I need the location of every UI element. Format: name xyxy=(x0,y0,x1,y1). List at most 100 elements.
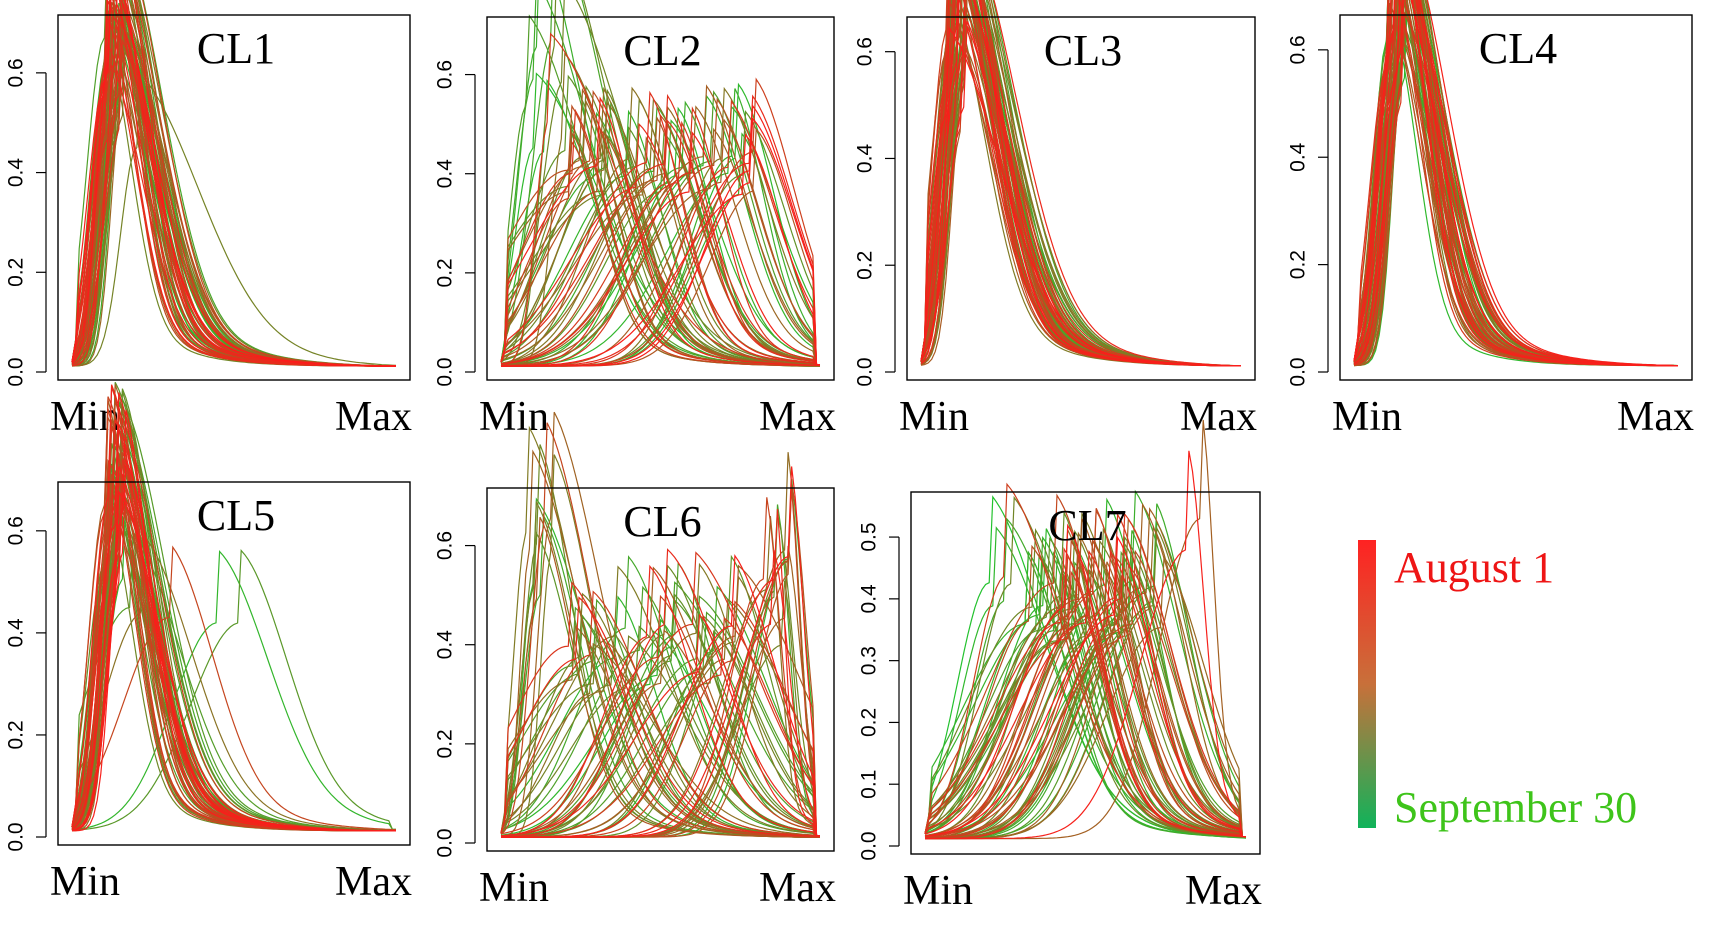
y-tick-label: 0.0 xyxy=(1287,357,1310,386)
legend-top-label: August 1 xyxy=(1394,543,1554,592)
x-label-min: Min xyxy=(903,868,973,914)
series-line xyxy=(500,565,820,837)
series-group xyxy=(920,0,1241,367)
series-line xyxy=(500,564,820,837)
panel-title: CL1 xyxy=(197,24,275,73)
panel-title: CL4 xyxy=(1479,24,1557,73)
panel-cl3: 0.0 0.2 0.4 0.6 CL3 Min Max xyxy=(854,0,1257,440)
series-line xyxy=(500,106,820,367)
series-line xyxy=(500,562,820,838)
series-line xyxy=(500,594,820,837)
series-line xyxy=(71,549,396,831)
series-line xyxy=(500,136,820,366)
series-line xyxy=(924,535,1246,838)
series-line xyxy=(500,613,820,837)
x-label-min: Min xyxy=(899,394,969,440)
series-line xyxy=(71,460,396,832)
series-line xyxy=(924,549,1246,838)
series-line xyxy=(924,570,1246,838)
y-tick-label: 0.0 xyxy=(5,822,28,851)
series-line xyxy=(500,127,820,366)
y-tick-label: 0.1 xyxy=(858,770,881,799)
x-label-max: Max xyxy=(759,394,836,440)
x-label-max: Max xyxy=(1180,394,1257,440)
series-line xyxy=(500,90,820,366)
series-line xyxy=(924,508,1246,838)
series-line xyxy=(500,561,820,838)
series-line xyxy=(72,409,396,832)
y-tick-label: 0.6 xyxy=(854,37,877,66)
series-line xyxy=(501,616,820,838)
panel-title: CL5 xyxy=(197,491,275,540)
plot-frame xyxy=(906,16,1256,381)
series-line xyxy=(71,59,396,367)
plot-frame xyxy=(1339,14,1693,381)
panel-cl7: 0.0 0.1 0.2 0.3 0.4 0.5 CL7 Min Max xyxy=(858,419,1262,914)
series-line xyxy=(500,642,820,837)
series-line xyxy=(924,527,1247,838)
series-line xyxy=(71,72,397,367)
plot-frame xyxy=(910,491,1261,855)
x-label-max: Max xyxy=(335,859,412,905)
date-legend: August 1 September 30 xyxy=(1358,540,1637,832)
y-tick-label: 0.0 xyxy=(434,828,457,857)
series-line xyxy=(500,595,820,837)
series-line xyxy=(500,516,820,838)
series-line xyxy=(500,422,820,838)
y-tick-label: 0.4 xyxy=(434,159,457,189)
series-line xyxy=(500,97,820,367)
series-line xyxy=(71,408,396,832)
x-label-max: Max xyxy=(759,865,836,911)
series-line xyxy=(925,563,1246,840)
x-label-min: Min xyxy=(50,859,120,905)
legend-color-bar xyxy=(1358,540,1376,828)
y-tick-label: 0.2 xyxy=(5,258,28,287)
y-tick-label: 0.6 xyxy=(5,516,28,545)
plot-frame xyxy=(57,14,411,381)
panel-cl6: 0.0 0.2 0.4 0.6 CL6 Min Max xyxy=(434,411,836,911)
legend-bottom-label: September 30 xyxy=(1394,783,1637,832)
panel-cl4: 0.0 0.2 0.4 0.6 CL4 Min Max xyxy=(1287,0,1694,440)
panel-cl5: 0.0 0.2 0.4 0.6 CL5 Min Max xyxy=(5,382,412,905)
series-line xyxy=(501,553,820,838)
y-tick-label: 0.4 xyxy=(5,158,28,188)
series-line xyxy=(500,93,820,366)
series-line xyxy=(500,84,820,366)
series-line xyxy=(1353,0,1678,367)
series-group xyxy=(71,382,397,832)
series-line xyxy=(924,523,1246,838)
series-line xyxy=(500,555,820,837)
x-label-min: Min xyxy=(479,394,549,440)
panel-cl2: 0.0 0.2 0.4 0.6 CL2 Min Max xyxy=(434,0,836,440)
series-line xyxy=(925,549,1246,840)
series-line xyxy=(500,548,820,838)
series-line xyxy=(500,590,821,837)
series-line xyxy=(500,32,820,367)
series-line xyxy=(924,512,1246,839)
series-line xyxy=(500,135,821,366)
y-tick-label: 0.4 xyxy=(1287,142,1310,172)
series-group xyxy=(500,411,821,838)
series-line xyxy=(1353,23,1678,367)
y-tick-label: 0.2 xyxy=(858,708,881,737)
series-line xyxy=(500,566,820,838)
y-tick-label: 0.2 xyxy=(854,251,877,280)
series-line xyxy=(500,108,821,367)
series-line xyxy=(925,450,1246,840)
series-line xyxy=(500,131,820,366)
x-label-max: Max xyxy=(1185,868,1262,914)
series-line xyxy=(500,104,820,366)
series-line xyxy=(500,598,820,837)
y-tick-label: 0.2 xyxy=(5,720,28,749)
y-tick-label: 0.0 xyxy=(854,357,877,386)
series-line xyxy=(500,449,820,838)
panel-title: CL6 xyxy=(623,497,701,546)
y-tick-label: 0.0 xyxy=(5,357,28,386)
series-line xyxy=(71,545,397,831)
series-line xyxy=(920,26,1241,367)
y-tick-label: 0.6 xyxy=(434,60,457,89)
series-line xyxy=(1353,23,1678,367)
y-tick-label: 0.6 xyxy=(434,531,457,560)
series-line xyxy=(71,491,396,832)
